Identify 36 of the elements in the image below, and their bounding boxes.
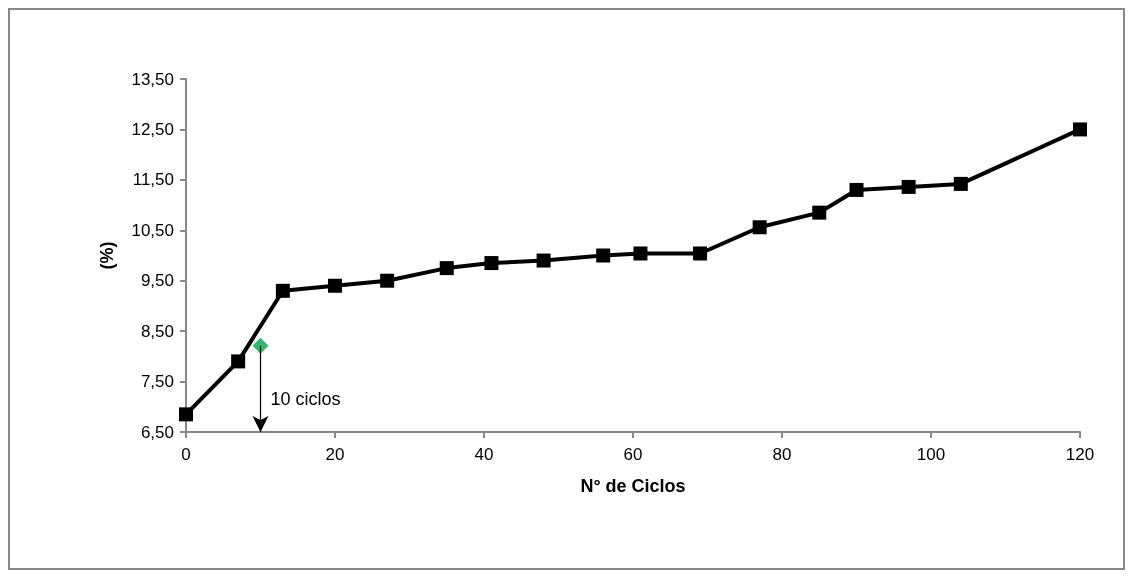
y-axis-title: (%) xyxy=(97,241,117,270)
point xyxy=(252,337,269,354)
y-tick-label: 8,50 xyxy=(140,321,174,341)
point xyxy=(484,256,499,271)
point xyxy=(1073,122,1087,137)
point xyxy=(849,182,864,197)
point xyxy=(596,248,611,263)
x-tick-label: 40 xyxy=(474,445,494,464)
x-tick-label: 0 xyxy=(181,445,191,464)
point xyxy=(752,220,767,235)
x-tick-label: 20 xyxy=(325,445,345,464)
x-tick-label: 60 xyxy=(623,445,643,464)
point xyxy=(812,205,827,220)
point xyxy=(275,283,290,298)
y-tick-label: 9,50 xyxy=(140,271,174,291)
y-tick-label: 10,50 xyxy=(131,220,174,240)
point xyxy=(953,176,968,191)
point xyxy=(380,273,395,288)
point xyxy=(901,179,916,194)
y-tick-label: 11,50 xyxy=(132,170,174,190)
point xyxy=(536,253,551,268)
point xyxy=(179,407,193,422)
x-tick-label: 80 xyxy=(772,445,792,464)
y-tick-label: 6,50 xyxy=(140,422,174,442)
point xyxy=(231,354,246,369)
x-tick-label: 120 xyxy=(1065,445,1095,464)
point xyxy=(439,261,454,276)
y-tick-label: 13,50 xyxy=(131,69,174,89)
point xyxy=(633,246,648,261)
y-tick-label: 12,50 xyxy=(131,119,174,139)
x-axis-title: N° de Ciclos xyxy=(580,476,686,496)
annotation: 10 ciclos xyxy=(270,388,341,409)
x-tick-label: 100 xyxy=(916,445,946,464)
y-tick-label: 7,50 xyxy=(140,372,174,392)
point xyxy=(328,278,342,293)
point xyxy=(693,246,708,261)
